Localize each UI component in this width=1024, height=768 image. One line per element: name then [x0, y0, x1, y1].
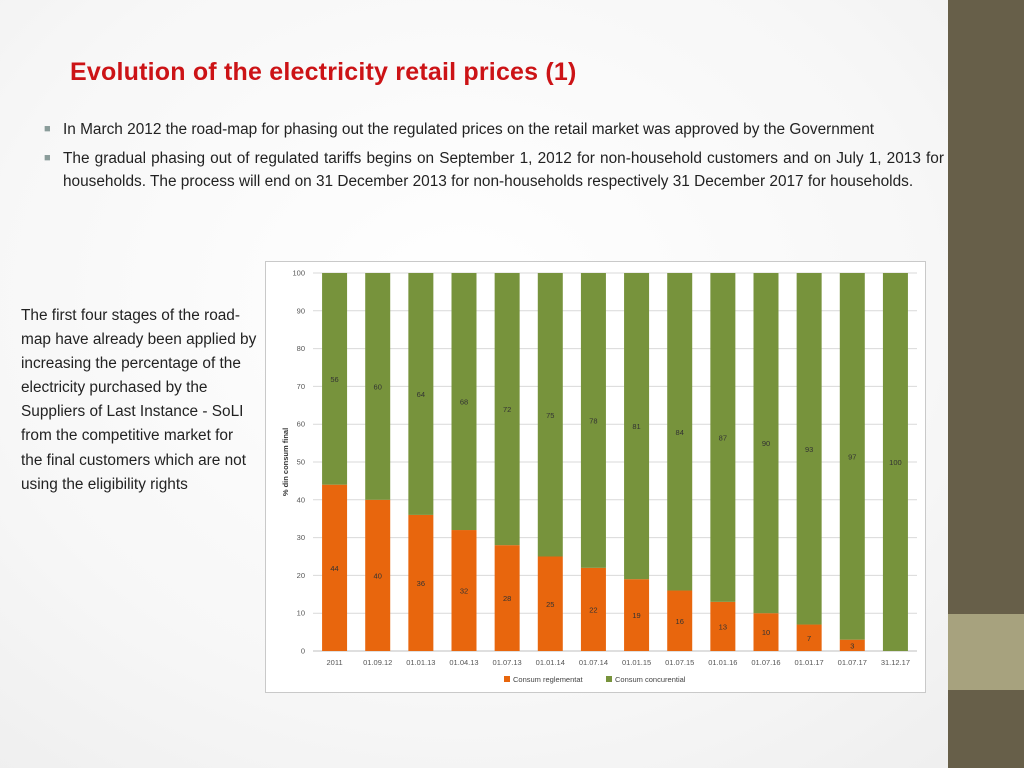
data-label: 13: [719, 622, 727, 631]
bar-segment-regulated: [753, 613, 779, 651]
bar-segment-regulated: [451, 530, 477, 651]
y-tick-label: 70: [297, 382, 305, 391]
data-label: 87: [719, 433, 727, 442]
data-label: 93: [805, 445, 813, 454]
y-tick-label: 40: [297, 495, 305, 504]
data-label: 19: [632, 611, 640, 620]
x-tick-label: 01.07.17: [838, 658, 867, 667]
bullet-text: The gradual phasing out of regulated tar…: [63, 150, 944, 190]
x-tick-label: 01.01.17: [795, 658, 824, 667]
data-label: 90: [762, 439, 770, 448]
bar-segment-competitive: [494, 273, 520, 546]
y-tick-label: 30: [297, 533, 305, 542]
bar-segment-competitive: [322, 273, 348, 485]
y-tick-label: 10: [297, 609, 305, 618]
data-label: 84: [676, 428, 684, 437]
x-tick-label: 01.04.13: [449, 658, 478, 667]
bar-segment-competitive: [624, 273, 650, 580]
x-tick-label: 01.01.13: [406, 658, 435, 667]
bar-segment-competitive: [667, 273, 693, 591]
y-tick-label: 50: [297, 458, 305, 467]
data-label: 40: [374, 571, 382, 580]
data-label: 7: [807, 634, 811, 643]
bar-segment-competitive: [710, 273, 736, 602]
y-axis-title: % din consum final: [281, 428, 290, 496]
bar-segment-competitive: [408, 273, 434, 515]
y-tick-label: 0: [301, 647, 305, 656]
x-tick-label: 01.01.14: [536, 658, 565, 667]
data-label: 3: [850, 641, 854, 650]
bar-segment-regulated: [322, 484, 348, 651]
stacked-bar-chart: 0 10 20 30 40 50 60 70 80 90 100 % din consum final…: [265, 261, 926, 693]
legend-label-regulated: Consum reglementat: [513, 675, 584, 684]
legend-swatch-competitive: [606, 676, 612, 682]
x-tick-label: 01.07.15: [665, 658, 694, 667]
bar-segment-competitive: [882, 273, 908, 651]
data-label: 60: [374, 382, 382, 391]
bar-segment-regulated: [537, 556, 563, 651]
x-tick-label: 01.01.15: [622, 658, 651, 667]
bar-segment-competitive: [753, 273, 779, 614]
data-label: 78: [589, 416, 597, 425]
bar-segment-regulated: [624, 579, 650, 651]
data-label: 32: [460, 587, 468, 596]
data-label: 25: [546, 600, 554, 609]
bar-segment-competitive: [796, 273, 822, 625]
data-label: 56: [330, 375, 338, 384]
data-label: 28: [503, 594, 511, 603]
data-label: 68: [460, 398, 468, 407]
x-tick-label: 01.07.16: [751, 658, 780, 667]
side-note: The first four stages of the road-map ha…: [21, 307, 257, 493]
data-label: 97: [848, 452, 856, 461]
y-tick-label: 60: [297, 420, 305, 429]
y-tick-label: 100: [292, 269, 305, 278]
data-label: 10: [762, 628, 770, 637]
bar-segment-regulated: [796, 624, 822, 651]
y-tick-label: 90: [297, 306, 305, 315]
y-tick-label: 80: [297, 344, 305, 353]
legend-label-competitive: Consum concurential: [615, 675, 686, 684]
data-label: 72: [503, 405, 511, 414]
chart-canvas: 0 10 20 30 40 50 60 70 80 90 100 % din consum final…: [281, 269, 917, 684]
x-tick-label: 01.01.16: [708, 658, 737, 667]
bullet-text: In March 2012 the road-map for phasing o…: [63, 121, 875, 138]
bar-segment-competitive: [580, 273, 606, 568]
x-tick-label: 01.07.13: [493, 658, 522, 667]
sidebar-accent: [948, 614, 1024, 690]
data-label: 64: [417, 390, 425, 399]
bar-segment-regulated: [710, 601, 736, 651]
bar-segment-competitive: [451, 273, 477, 531]
square-bullet-icon: ■: [44, 152, 51, 164]
slide-title: Evolution of the electricity retail pric…: [70, 58, 577, 86]
bullet-item: ■ In March 2012 the road-map for phasing…: [44, 118, 944, 141]
x-tick-label: 01.07.14: [579, 658, 608, 667]
bar-segment-competitive: [839, 273, 865, 640]
data-label: 81: [632, 422, 640, 431]
bar-segment-regulated: [365, 499, 391, 651]
bar-segment-regulated: [408, 514, 434, 651]
data-label: 22: [589, 605, 597, 614]
legend-swatch-regulated: [504, 676, 510, 682]
bar-segment-regulated: [494, 545, 520, 651]
bullet-item: ■ The gradual phasing out of regulated t…: [44, 147, 944, 193]
bar-segment-regulated: [580, 567, 606, 651]
data-label: 75: [546, 411, 554, 420]
data-label: 100: [889, 458, 902, 467]
bar-segment-regulated: [667, 590, 693, 651]
x-tick-label: 01.09.12: [363, 658, 392, 667]
bar-segment-competitive: [365, 273, 391, 500]
data-label: 36: [417, 579, 425, 588]
data-label: 16: [676, 617, 684, 626]
bar-segment-regulated: [839, 639, 865, 651]
data-label: 44: [330, 564, 338, 573]
y-tick-label: 20: [297, 571, 305, 580]
x-tick-label: 31.12.17: [881, 658, 910, 667]
bar-segment-competitive: [537, 273, 563, 557]
square-bullet-icon: ■: [44, 123, 51, 135]
x-tick-label: 2011: [327, 658, 343, 667]
bullet-list: ■ In March 2012 the road-map for phasing…: [44, 118, 944, 199]
